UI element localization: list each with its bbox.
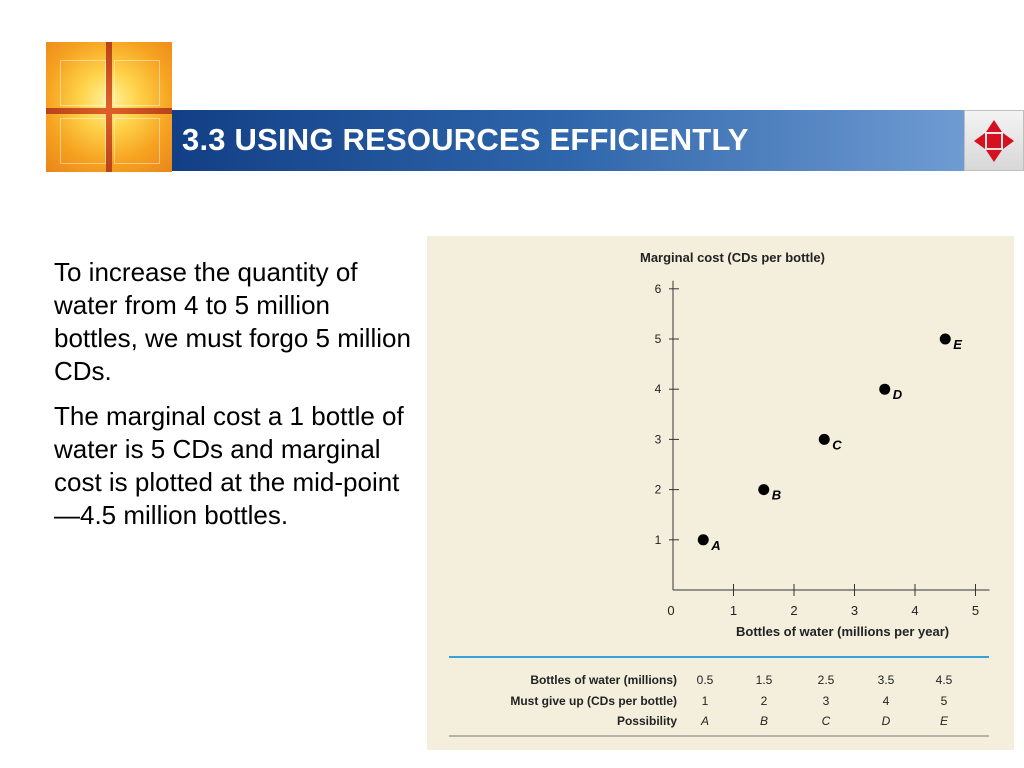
point-label: A [710, 538, 720, 553]
table-cell: D [882, 714, 891, 728]
table-cell: 1 [702, 694, 709, 708]
x-tick-label: 2 [790, 603, 797, 618]
table-cell: 3.5 [878, 673, 895, 687]
y-ticks: 1 2 3 4 5 6 [655, 282, 679, 547]
paragraph: The marginal cost a 1 bottle of water is… [54, 401, 404, 530]
x-axis-label: Bottles of water (millions per year) [736, 624, 949, 639]
data-point [818, 433, 830, 445]
y-tick-label: 5 [655, 332, 662, 346]
navigation-button[interactable] [964, 110, 1024, 171]
point-label: D [893, 387, 903, 402]
data-points: A B C D E [697, 333, 962, 553]
x-tick-label: 4 [911, 603, 918, 618]
table-cell: 4.5 [936, 673, 953, 687]
table-row-label: Bottles of water (millions) [530, 673, 677, 687]
point-label: B [772, 488, 781, 503]
logo-square [60, 118, 106, 164]
table-cell: A [700, 714, 709, 728]
x-tick-label: 1 [730, 603, 737, 618]
table-cell: 0.5 [697, 673, 714, 687]
table-cell: C [822, 714, 831, 728]
x-tick-label: 5 [972, 603, 979, 618]
table-cell: B [760, 714, 768, 728]
y-tick-label: 6 [655, 282, 662, 296]
data-point [939, 333, 951, 345]
body-text: To increase the quantity of water from 4… [54, 256, 414, 544]
slide-title: 3.3 USING RESOURCES EFFICIENTLY [182, 122, 749, 157]
logo-square [60, 60, 106, 106]
logo [46, 42, 172, 172]
table-cell: 5 [941, 694, 948, 708]
paragraph: To increase the quantity of water from 4… [54, 257, 411, 386]
table-cell: 2 [761, 694, 768, 708]
table-row-label: Possibility [617, 714, 677, 728]
logo-square [114, 60, 160, 106]
table-row-label: Must give up (CDs per bottle) [510, 694, 677, 708]
table-cell: 1.5 [756, 673, 773, 687]
logo-cross-bar [106, 42, 112, 172]
x-ticks: 0 1 2 3 4 5 [667, 584, 979, 618]
y-tick-label: 4 [655, 382, 662, 396]
logo-square [114, 118, 160, 164]
y-tick-label: 1 [655, 533, 662, 547]
data-point [758, 484, 770, 496]
four-way-arrows-icon [974, 119, 1014, 162]
table-cell: 3 [823, 694, 830, 708]
data-table: Bottles of water (millions) 0.5 1.5 2.5 3.5 4… [510, 673, 952, 728]
header-band [172, 110, 964, 171]
table-cell: E [940, 714, 949, 728]
x-tick-label: 0 [667, 603, 674, 618]
data-point [879, 383, 891, 395]
point-label: C [832, 437, 842, 452]
y-tick-label: 3 [655, 432, 662, 446]
y-axis-label: Marginal cost (CDs per bottle) [640, 250, 825, 265]
data-point [697, 534, 709, 546]
y-tick-label: 2 [655, 483, 662, 497]
point-label: E [953, 337, 962, 352]
table-cell: 2.5 [818, 673, 835, 687]
x-tick-label: 3 [851, 603, 858, 618]
plot-area: 1 2 3 4 5 6 0 1 2 3 4 5 A B C D E [655, 280, 990, 618]
table-cell: 4 [883, 694, 890, 708]
